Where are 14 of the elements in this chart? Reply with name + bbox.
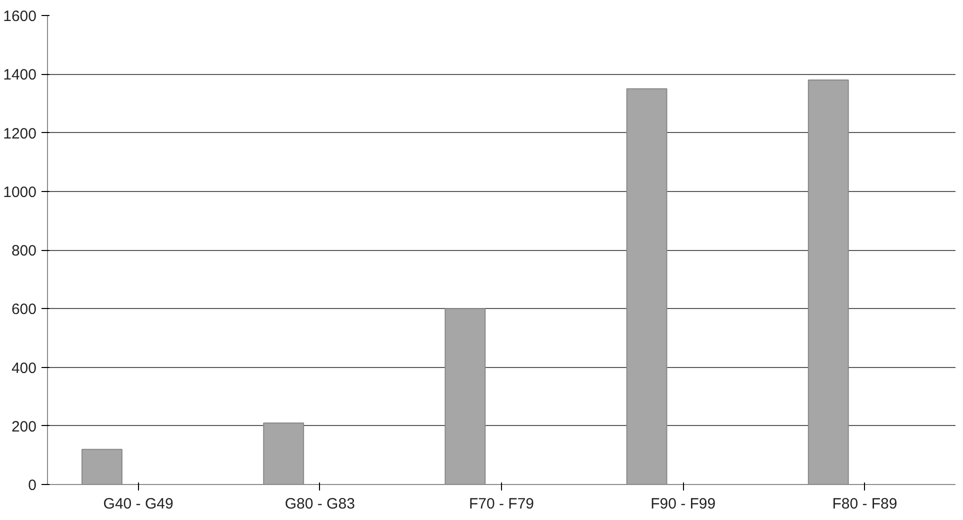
y-tick-label: 800 [11,242,37,260]
y-tick-label: 1600 [3,8,37,25]
y-tick-label: 1200 [3,125,37,142]
x-tick-label: F80 - F89 [832,496,898,512]
y-tick-label: 400 [11,360,37,377]
y-tick-label: 600 [11,301,37,318]
y-tick-label: 1000 [3,184,37,201]
x-tick-label: F90 - F99 [650,496,716,512]
y-tick-label: 1400 [3,66,37,84]
x-tick-label: F70 - F79 [468,496,534,512]
y-tick-label: 200 [11,418,37,436]
x-tick-label: G40 - G49 [103,496,174,512]
y-tick-label: 0 [28,477,36,494]
x-tick-label: G80 - G83 [284,496,355,512]
